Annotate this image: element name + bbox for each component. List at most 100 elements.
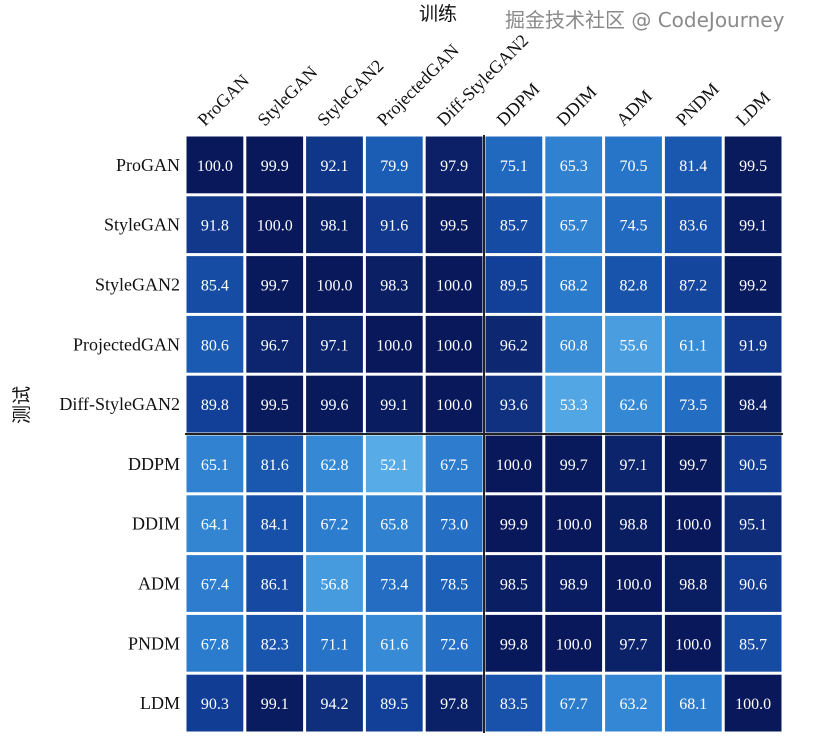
heatmap-cell: [306, 315, 363, 373]
heatmap-cell: [246, 315, 304, 373]
heatmap-cell: [485, 435, 543, 493]
heatmap-cell: [664, 375, 722, 433]
heatmap-cell: [425, 256, 483, 313]
heatmap-cell: [724, 555, 782, 612]
cell-value-label: 89.5: [500, 278, 528, 295]
heatmap-cell: [724, 375, 782, 433]
cell-value-label: 98.4: [739, 397, 767, 414]
cell-value-label: 100.0: [496, 457, 532, 474]
y-tick-label: DDIM: [132, 514, 180, 534]
cell-value-label: 100.0: [376, 337, 412, 354]
heatmap-cell: [246, 196, 304, 254]
heatmap-cell: [306, 196, 363, 254]
cell-value-label: 83.6: [679, 218, 707, 235]
heatmap-cell: [545, 375, 603, 433]
cell-value-label: 81.4: [679, 158, 707, 175]
cell-value-label: 100.0: [675, 517, 711, 534]
heatmap-cell: [365, 614, 423, 672]
heatmap-cell: [186, 495, 244, 553]
cell-value-label: 53.3: [560, 397, 588, 414]
y-tick-label: StyleGAN: [104, 215, 180, 235]
heatmap-cell: [724, 495, 782, 553]
cell-value-label: 96.2: [500, 337, 528, 354]
heatmap-cell: [186, 555, 244, 612]
cell-value-label: 99.8: [500, 636, 528, 653]
heatmap-cell: [246, 256, 304, 313]
cell-value-label: 99.7: [560, 457, 588, 474]
heatmap-cell: [246, 614, 304, 672]
y-tick-label: LDM: [140, 693, 180, 713]
x-tick-label: LDM: [732, 87, 774, 129]
cell-value-label: 99.7: [261, 278, 289, 295]
cell-value-label: 73.0: [440, 517, 468, 534]
heatmap-cell: [425, 674, 483, 732]
heatmap-cell: [365, 555, 423, 612]
cell-value-label: 89.5: [380, 696, 408, 713]
cell-value-label: 100.0: [436, 337, 472, 354]
heatmap-cell: [306, 495, 363, 553]
heatmap-cell: [365, 315, 423, 373]
heatmap-cell: [186, 375, 244, 433]
cell-value-label: 85.7: [739, 636, 767, 653]
heatmap-cell: [664, 136, 722, 194]
cell-value-label: 89.8: [201, 397, 229, 414]
heatmap-cell: [186, 674, 244, 732]
cell-value-label: 97.7: [620, 636, 648, 653]
y-tick-label: ProGAN: [116, 155, 180, 175]
heatmap-cell: [724, 196, 782, 254]
cell-value-label: 91.8: [201, 218, 229, 235]
heatmap-cell: [545, 315, 603, 373]
cell-value-label: 61.1: [679, 337, 707, 354]
heatmap-cell: [605, 375, 662, 433]
heatmap-cell: [186, 196, 244, 254]
heatmap-cell: [365, 256, 423, 313]
cell-value-label: 64.1: [201, 517, 229, 534]
cell-value-label: 91.6: [380, 218, 408, 235]
heatmap-cell: [365, 674, 423, 732]
heatmap-cell: [425, 555, 483, 612]
cell-value-label: 62.6: [620, 397, 648, 414]
heatmap-cell: [485, 315, 543, 373]
cell-value-label: 100.0: [735, 696, 771, 713]
heatmap-cell: [664, 196, 722, 254]
cell-value-label: 91.9: [739, 337, 767, 354]
heatmap-cell: [605, 614, 662, 672]
y-tick-label: PNDM: [128, 633, 180, 653]
heatmap-cell: [186, 315, 244, 373]
cell-value-label: 65.1: [201, 457, 229, 474]
cell-value-label: 68.2: [560, 278, 588, 295]
cell-value-label: 67.5: [440, 457, 468, 474]
y-tick-label: Diff-StyleGAN2: [59, 394, 180, 414]
heatmap-cell: [605, 136, 662, 194]
cell-value-label: 100.0: [317, 278, 353, 295]
heatmap-cell: [425, 315, 483, 373]
heatmap-cell: [724, 614, 782, 672]
cell-value-label: 61.6: [380, 636, 408, 653]
heatmap-cell: [485, 136, 543, 194]
heatmap-cell: [664, 495, 722, 553]
cell-value-label: 73.4: [380, 577, 408, 594]
heatmap-cell: [485, 256, 543, 313]
cell-value-label: 74.5: [620, 218, 648, 235]
cell-value-label: 75.1: [500, 158, 528, 175]
cell-value-label: 94.2: [321, 696, 349, 713]
cell-value-label: 99.1: [261, 696, 289, 713]
heatmap-cell: [724, 136, 782, 194]
cell-value-label: 100.0: [197, 158, 233, 175]
cell-value-label: 95.1: [739, 517, 767, 534]
heatmap-cell: [425, 614, 483, 672]
cell-value-label: 73.5: [679, 397, 707, 414]
heatmap-cell: [186, 435, 244, 493]
heatmap-cell: [724, 674, 782, 732]
heatmap-cell: [545, 256, 603, 313]
heatmap-cell: [246, 555, 304, 612]
heatmap-cell: [246, 674, 304, 732]
cell-value-label: 93.6: [500, 397, 528, 414]
heatmap-cell: [246, 136, 304, 194]
cell-value-label: 65.3: [560, 158, 588, 175]
x-axis-title: 训练: [419, 3, 457, 25]
cell-value-label: 65.8: [380, 517, 408, 534]
heatmap-cell: [365, 136, 423, 194]
cell-value-label: 97.1: [620, 457, 648, 474]
